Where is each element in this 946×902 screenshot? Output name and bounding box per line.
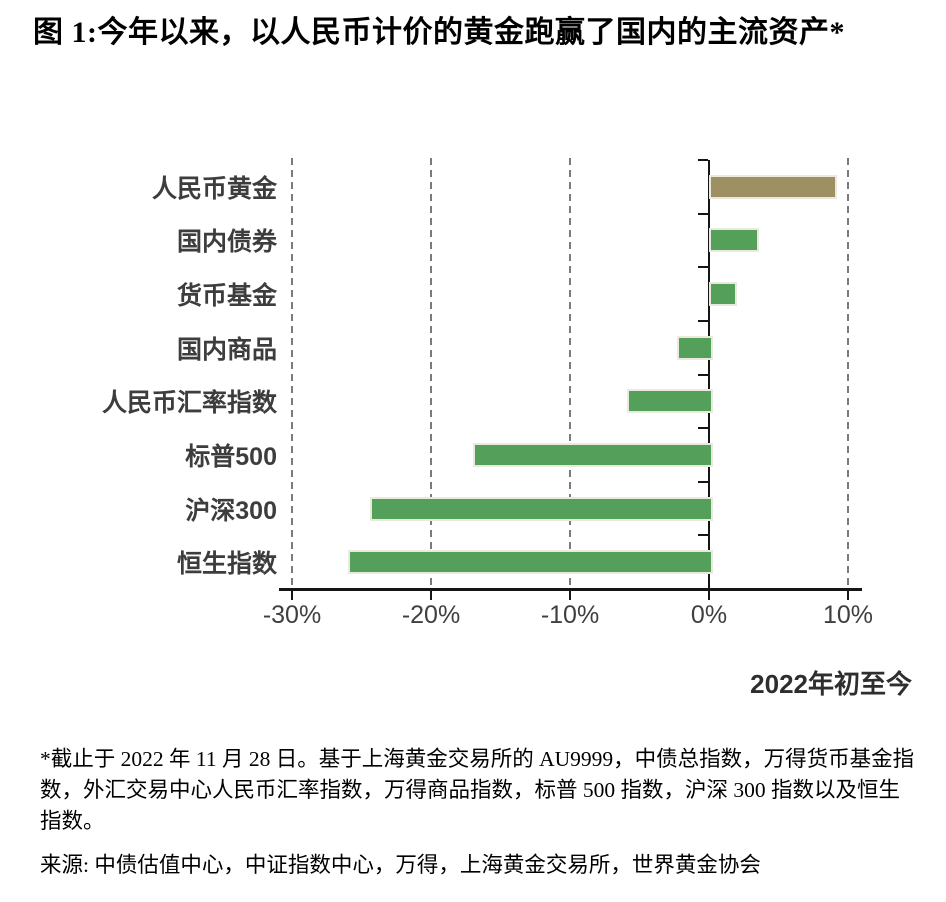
footnote: *截止于 2022 年 11 月 28 日。基于上海黄金交易所的 AU9999，… <box>40 747 915 833</box>
x-axis-tick <box>291 591 293 600</box>
x-tick-label-10%: 10% <box>822 601 874 629</box>
category-axis-labels: 人民币黄金国内债券货币基金国内商品人民币汇率指数标普500 沪深300 恒生指数 <box>0 160 277 589</box>
bar-标普500 <box>472 442 713 467</box>
x-tick-label-0%: 0% <box>690 601 728 629</box>
category-label-沪深300: 沪深300 <box>185 496 277 525</box>
x-axis-title: 2022年初至今 <box>750 669 912 699</box>
x-axis-tick <box>708 591 710 600</box>
x-axis-line <box>279 588 862 591</box>
category-label-人民币黄金: 人民币黄金 <box>151 174 277 203</box>
plot-area <box>279 158 862 600</box>
category-label-国内商品: 国内商品 <box>176 335 277 364</box>
zero-axis-line <box>708 160 710 591</box>
x-axis-tick <box>430 591 432 600</box>
x-axis-tick <box>569 591 571 600</box>
y-axis-tick <box>698 480 708 483</box>
category-label-国内债券: 国内债券 <box>176 228 277 257</box>
category-label-标普500: 标普500 <box>185 442 277 471</box>
gridline--10 <box>569 158 571 591</box>
x-tick-label--20%: -20% <box>401 601 461 629</box>
bar-国内债券 <box>709 228 759 253</box>
x-tick-label--30%: -30% <box>262 601 322 629</box>
bar-货币基金 <box>709 282 737 307</box>
bar-恒生指数 <box>347 550 713 575</box>
y-axis-tick <box>698 534 708 537</box>
bar-人民币黄金 <box>709 174 837 199</box>
gridline--30 <box>291 158 293 591</box>
figure-title: 图 1:今年以来，以人民币计价的黄金跑赢了国内的主流资产* <box>33 16 845 49</box>
category-label-恒生指数: 恒生指数 <box>176 550 277 579</box>
x-axis-tick-labels: -30% -20% -10% 0% 10% <box>263 601 873 633</box>
gridline-10 <box>847 158 849 591</box>
category-label-货币基金: 货币基金 <box>176 282 277 311</box>
y-axis-tick <box>698 266 708 269</box>
y-axis-tick <box>698 212 708 215</box>
category-label-人民币汇率指数: 人民币汇率指数 <box>101 389 277 418</box>
bar-国内商品 <box>677 335 713 360</box>
x-axis-tick <box>847 591 849 600</box>
y-axis-tick <box>698 159 708 161</box>
bar-人民币汇率指数 <box>626 389 713 414</box>
source-line: 来源: 中债估值中心，中证指数中心，万得，上海黄金交易所，世界黄金协会 <box>40 853 761 877</box>
y-axis-tick <box>698 373 708 376</box>
x-tick-label--10%: -10% <box>540 601 600 629</box>
gridline--20 <box>430 158 432 591</box>
y-axis-tick <box>698 319 708 322</box>
y-axis-tick <box>698 427 708 430</box>
bar-沪深300 <box>369 496 713 521</box>
